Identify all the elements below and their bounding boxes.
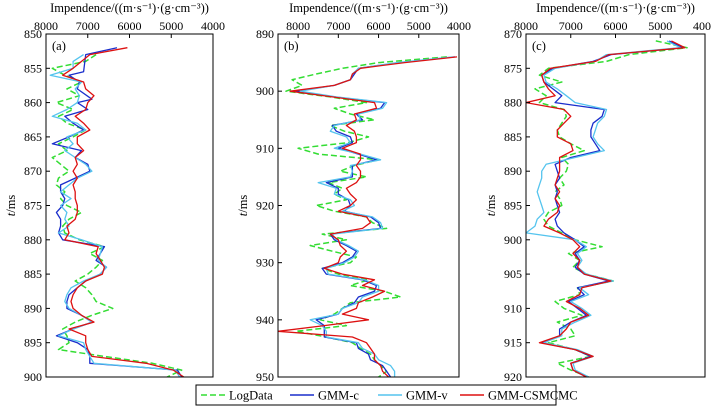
x-tick-label: 4000 <box>693 19 711 33</box>
chart-panel-2: 8000 7000 6000 5000 4000 890 900 910 920 930 940 95… <box>236 1 471 384</box>
series-line-logdata <box>51 53 183 377</box>
y-tick-label: 915 <box>504 336 522 350</box>
x-tick-label: 6000 <box>604 19 628 33</box>
chart-panel-3: 8000 7000 6000 5000 4000 870 875 880 885 890 895 90… <box>484 1 711 384</box>
y-tick-label: 940 <box>256 313 274 327</box>
y-axis-label-var: t <box>484 212 498 216</box>
chart-title: Impendence/((m·s⁻¹)·(g·cm⁻³)) <box>536 1 695 15</box>
series-line-gmm-v <box>526 40 682 377</box>
y-axis-label-unit: /ms <box>236 195 250 213</box>
y-tick-label: 890 <box>24 301 42 315</box>
y-tick-label: 870 <box>504 27 522 41</box>
chart-title: Impendence/((m·s⁻¹)·(g·cm⁻³)) <box>50 1 209 15</box>
legend-label-gmm-v: GMM-v <box>406 389 448 403</box>
legend-box <box>195 384 557 406</box>
y-axis-label-unit: /ms <box>484 195 498 213</box>
chart-panel-1: 8000 7000 6000 5000 4000 850 855 860 865 870 875 88… <box>4 1 225 384</box>
y-tick-label: 950 <box>256 370 274 384</box>
y-tick-label: 880 <box>504 96 522 110</box>
x-tick-label: 6000 <box>118 19 142 33</box>
y-tick-label: 885 <box>504 130 522 144</box>
y-tick-label: 920 <box>504 370 522 384</box>
y-tick-label: 900 <box>24 370 42 384</box>
panel-label: (a) <box>52 39 66 53</box>
y-axis-label-var: t <box>4 212 18 216</box>
series-line-gmm-csmcmc <box>278 56 458 377</box>
y-tick-label: 920 <box>256 199 274 213</box>
y-tick-label: 890 <box>256 27 274 41</box>
panel-label: (c) <box>532 39 546 53</box>
x-tick-label: 5000 <box>159 19 183 33</box>
legend-label-gmm-csmcmc: GMM-CSMCMC <box>488 389 578 403</box>
y-tick-label: 875 <box>504 61 522 75</box>
legend-label-logdata: LogData <box>229 389 273 403</box>
y-tick-label: 895 <box>504 199 522 213</box>
y-tick-label: 875 <box>24 199 42 213</box>
series-line-gmm-csmcmc <box>526 40 686 377</box>
y-tick-label: 910 <box>504 301 522 315</box>
y-axis-label-var: t <box>236 212 250 216</box>
x-tick-label: 4000 <box>447 19 471 33</box>
y-tick-label: 865 <box>24 130 42 144</box>
y-tick-label: 910 <box>256 141 274 155</box>
x-tick-label: 7000 <box>76 19 100 33</box>
x-tick-label: 5000 <box>648 19 672 33</box>
x-tick-label: 4000 <box>201 19 225 33</box>
y-tick-label: 905 <box>504 267 522 281</box>
y-tick-label: 900 <box>504 233 522 247</box>
y-tick-label: 855 <box>24 61 42 75</box>
y-axis-label: t/ms <box>484 195 498 217</box>
legend-label-gmm-c: GMM-c <box>318 389 359 403</box>
plot-frame <box>277 33 460 378</box>
x-tick-label: 5000 <box>407 19 431 33</box>
y-tick-label: 890 <box>504 164 522 178</box>
y-tick-label: 885 <box>24 267 42 281</box>
y-axis-label: t/ms <box>4 195 18 217</box>
chart-title: Impendence/((m·s⁻¹)·(g·cm⁻³)) <box>289 1 448 15</box>
y-tick-label: 930 <box>256 256 274 270</box>
y-tick-label: 870 <box>24 164 42 178</box>
x-tick-label: 8000 <box>286 19 310 33</box>
y-tick-label: 850 <box>24 27 42 41</box>
series-line-gmm-v <box>299 56 454 377</box>
x-tick-label: 7000 <box>326 19 350 33</box>
x-tick-label: 6000 <box>367 19 391 33</box>
y-tick-label: 895 <box>24 336 42 350</box>
y-tick-label: 860 <box>24 96 42 110</box>
y-axis-label-unit: /ms <box>4 195 18 213</box>
y-tick-label: 880 <box>24 233 42 247</box>
series-line-gmm-csmcmc <box>62 47 185 377</box>
legend: LogData GMM-c GMM-v GMM-CSMCMC <box>195 384 578 406</box>
x-tick-label: 8000 <box>34 19 58 33</box>
y-tick-label: 900 <box>256 84 274 98</box>
plot-frame <box>45 33 214 378</box>
x-tick-label: 7000 <box>559 19 583 33</box>
x-tick-label: 8000 <box>514 19 538 33</box>
series-line-gmm-c <box>541 40 684 377</box>
series-line-logdata <box>534 40 688 377</box>
panel-label: (b) <box>284 39 299 53</box>
y-axis-label: t/ms <box>236 195 250 217</box>
